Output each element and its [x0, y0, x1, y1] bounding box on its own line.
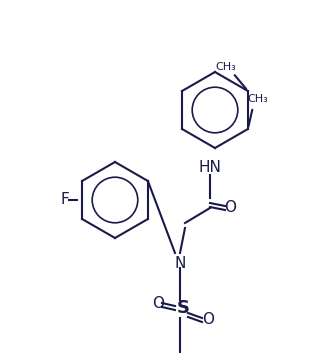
Text: N: N	[174, 256, 186, 270]
Text: HN: HN	[199, 161, 221, 175]
Text: F: F	[61, 192, 69, 208]
Text: O: O	[224, 201, 236, 215]
Text: S: S	[176, 299, 189, 317]
Text: CH₃: CH₃	[247, 94, 268, 104]
Text: O: O	[152, 295, 164, 311]
Text: O: O	[202, 312, 214, 328]
Text: CH₃: CH₃	[215, 62, 236, 72]
